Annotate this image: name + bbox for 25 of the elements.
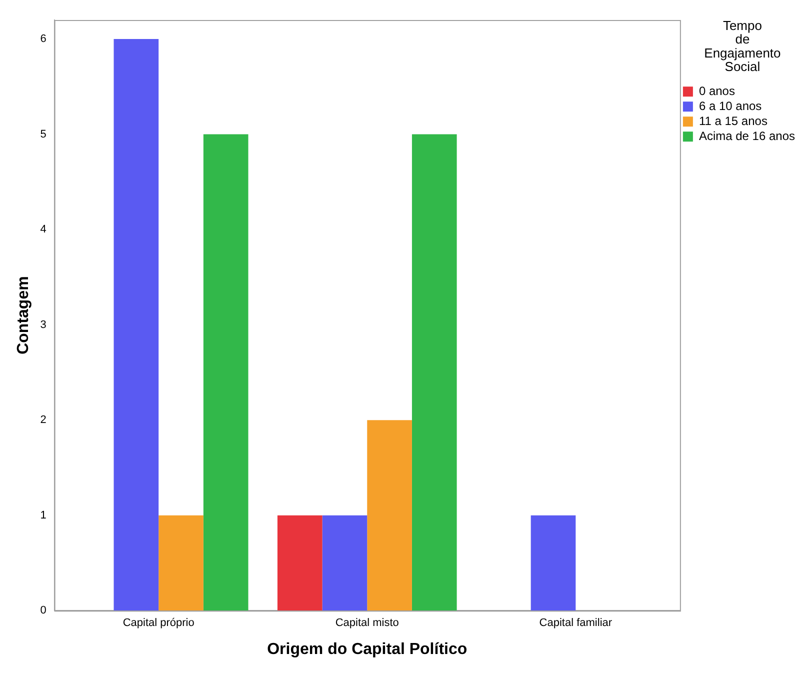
bar: [322, 515, 368, 611]
bar: [412, 134, 457, 611]
bar: [367, 420, 412, 611]
x-tick-label: Capital misto: [335, 617, 399, 630]
legend-label: 11 a 15 anos: [698, 114, 768, 128]
legend-label: 0 anos: [698, 84, 735, 98]
y-tick-label: 3: [40, 318, 46, 331]
bar: [530, 515, 576, 611]
bar: [203, 134, 248, 611]
y-tick-label: 0: [40, 604, 46, 617]
y-axis-title: Contagem: [15, 276, 32, 354]
x-tick-label: Capital próprio: [122, 617, 194, 630]
y-tick-label: 1: [40, 509, 46, 522]
legend-label: 6 a 10 anos: [698, 98, 762, 113]
bar: [277, 515, 322, 611]
y-tick-label: 4: [40, 224, 46, 236]
y-tick-label: 5: [40, 128, 46, 140]
y-tick-label: 2: [40, 414, 46, 426]
bar: [158, 515, 204, 611]
y-tick-label: 6: [40, 33, 46, 46]
legend-title: Tempo de Engajamento Social: [704, 18, 781, 74]
bar: [114, 39, 159, 611]
x-tick-label: Capital familiar: [539, 617, 612, 630]
x-axis-title: Origem do Capital Político: [267, 640, 468, 658]
legend-label: Acima de 16 anos: [698, 128, 796, 143]
